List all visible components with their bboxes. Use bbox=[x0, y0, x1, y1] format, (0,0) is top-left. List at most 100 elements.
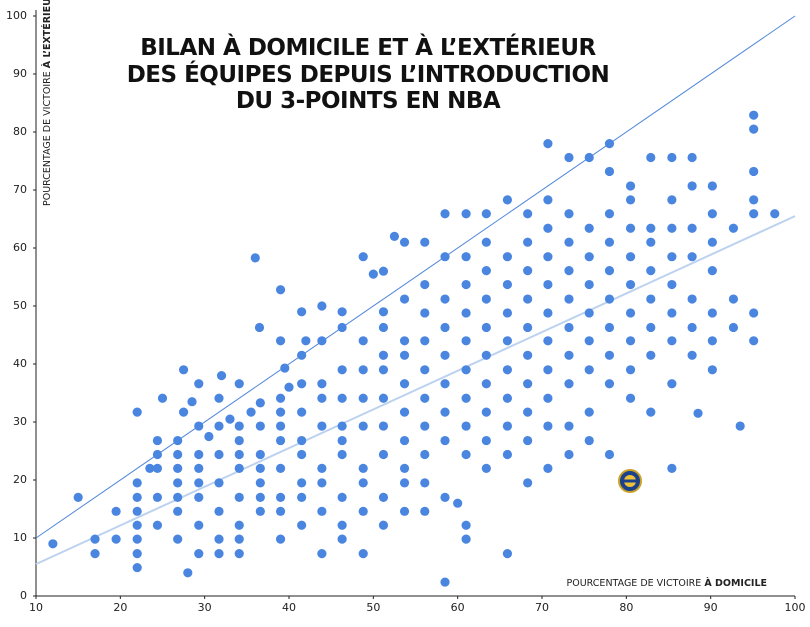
point bbox=[378, 350, 389, 360]
point bbox=[646, 407, 656, 417]
point bbox=[481, 435, 491, 446]
point bbox=[523, 322, 533, 333]
x-tick-label: 50 bbox=[366, 601, 380, 614]
point bbox=[152, 449, 163, 460]
point bbox=[749, 209, 759, 219]
point bbox=[132, 407, 142, 417]
point bbox=[420, 393, 430, 403]
y-axis-label-part: POURCENTAGE DE VICTOIRE bbox=[42, 71, 53, 206]
point bbox=[481, 237, 491, 247]
point bbox=[234, 421, 244, 431]
point bbox=[625, 195, 636, 205]
point bbox=[667, 279, 677, 290]
point bbox=[297, 350, 307, 360]
point bbox=[481, 294, 491, 304]
point bbox=[502, 549, 513, 559]
point bbox=[194, 478, 204, 488]
point bbox=[317, 336, 327, 346]
point bbox=[481, 463, 491, 473]
point bbox=[481, 350, 491, 360]
point bbox=[693, 408, 703, 418]
point bbox=[604, 237, 615, 247]
x-tick-label: 80 bbox=[619, 601, 633, 614]
point bbox=[749, 308, 759, 318]
point bbox=[337, 435, 347, 446]
point bbox=[420, 336, 430, 346]
point bbox=[749, 195, 759, 205]
point bbox=[440, 294, 450, 304]
point bbox=[399, 237, 410, 247]
point bbox=[234, 534, 244, 544]
point bbox=[194, 549, 204, 559]
point bbox=[368, 269, 378, 279]
point bbox=[399, 407, 410, 417]
point bbox=[564, 421, 574, 431]
point bbox=[564, 237, 574, 247]
point bbox=[234, 520, 244, 530]
point bbox=[604, 209, 615, 219]
x-tick-label: 70 bbox=[535, 601, 549, 614]
point bbox=[667, 308, 677, 318]
point bbox=[284, 382, 294, 392]
point bbox=[667, 379, 677, 389]
point bbox=[234, 435, 244, 446]
point bbox=[111, 534, 121, 544]
point bbox=[707, 209, 717, 219]
point bbox=[378, 449, 389, 460]
point bbox=[646, 223, 656, 233]
point bbox=[543, 421, 553, 431]
point bbox=[543, 252, 553, 262]
point bbox=[440, 577, 450, 587]
point bbox=[73, 492, 83, 502]
point bbox=[625, 393, 636, 403]
point bbox=[707, 237, 717, 247]
point bbox=[399, 463, 410, 473]
point bbox=[275, 463, 286, 473]
point bbox=[687, 181, 697, 191]
x-axis-label: POURCENTAGE DE VICTOIRE À DOMICILE bbox=[567, 577, 767, 589]
point bbox=[625, 336, 636, 346]
x-axis-label-part: À DOMICILE bbox=[704, 577, 767, 589]
point bbox=[275, 285, 286, 295]
point bbox=[234, 463, 244, 473]
point bbox=[194, 492, 204, 502]
point bbox=[625, 252, 636, 262]
point bbox=[440, 350, 450, 360]
point bbox=[317, 463, 327, 473]
point bbox=[728, 294, 739, 304]
point bbox=[317, 421, 327, 431]
point bbox=[337, 492, 347, 502]
point bbox=[440, 252, 450, 262]
point bbox=[543, 393, 553, 403]
point bbox=[604, 166, 615, 177]
point bbox=[461, 336, 471, 346]
point bbox=[297, 478, 307, 488]
point bbox=[275, 506, 286, 516]
point bbox=[194, 421, 204, 431]
point bbox=[254, 322, 265, 333]
point bbox=[728, 322, 739, 333]
point bbox=[749, 336, 759, 346]
point bbox=[481, 322, 491, 333]
point bbox=[358, 463, 368, 473]
point bbox=[625, 365, 636, 375]
point bbox=[564, 350, 574, 360]
point bbox=[707, 308, 717, 318]
point bbox=[604, 322, 615, 333]
y-tick-label: 60 bbox=[13, 241, 27, 254]
point bbox=[625, 181, 636, 191]
trend-line bbox=[35, 15, 796, 539]
point bbox=[297, 520, 307, 530]
point bbox=[132, 492, 142, 502]
point bbox=[183, 568, 193, 578]
point bbox=[420, 365, 430, 375]
point bbox=[523, 237, 533, 247]
point bbox=[255, 398, 265, 408]
point bbox=[132, 478, 142, 488]
point bbox=[152, 435, 163, 446]
point bbox=[564, 152, 574, 163]
point bbox=[502, 308, 513, 318]
point bbox=[667, 252, 677, 262]
point bbox=[564, 449, 574, 460]
point bbox=[358, 421, 368, 431]
